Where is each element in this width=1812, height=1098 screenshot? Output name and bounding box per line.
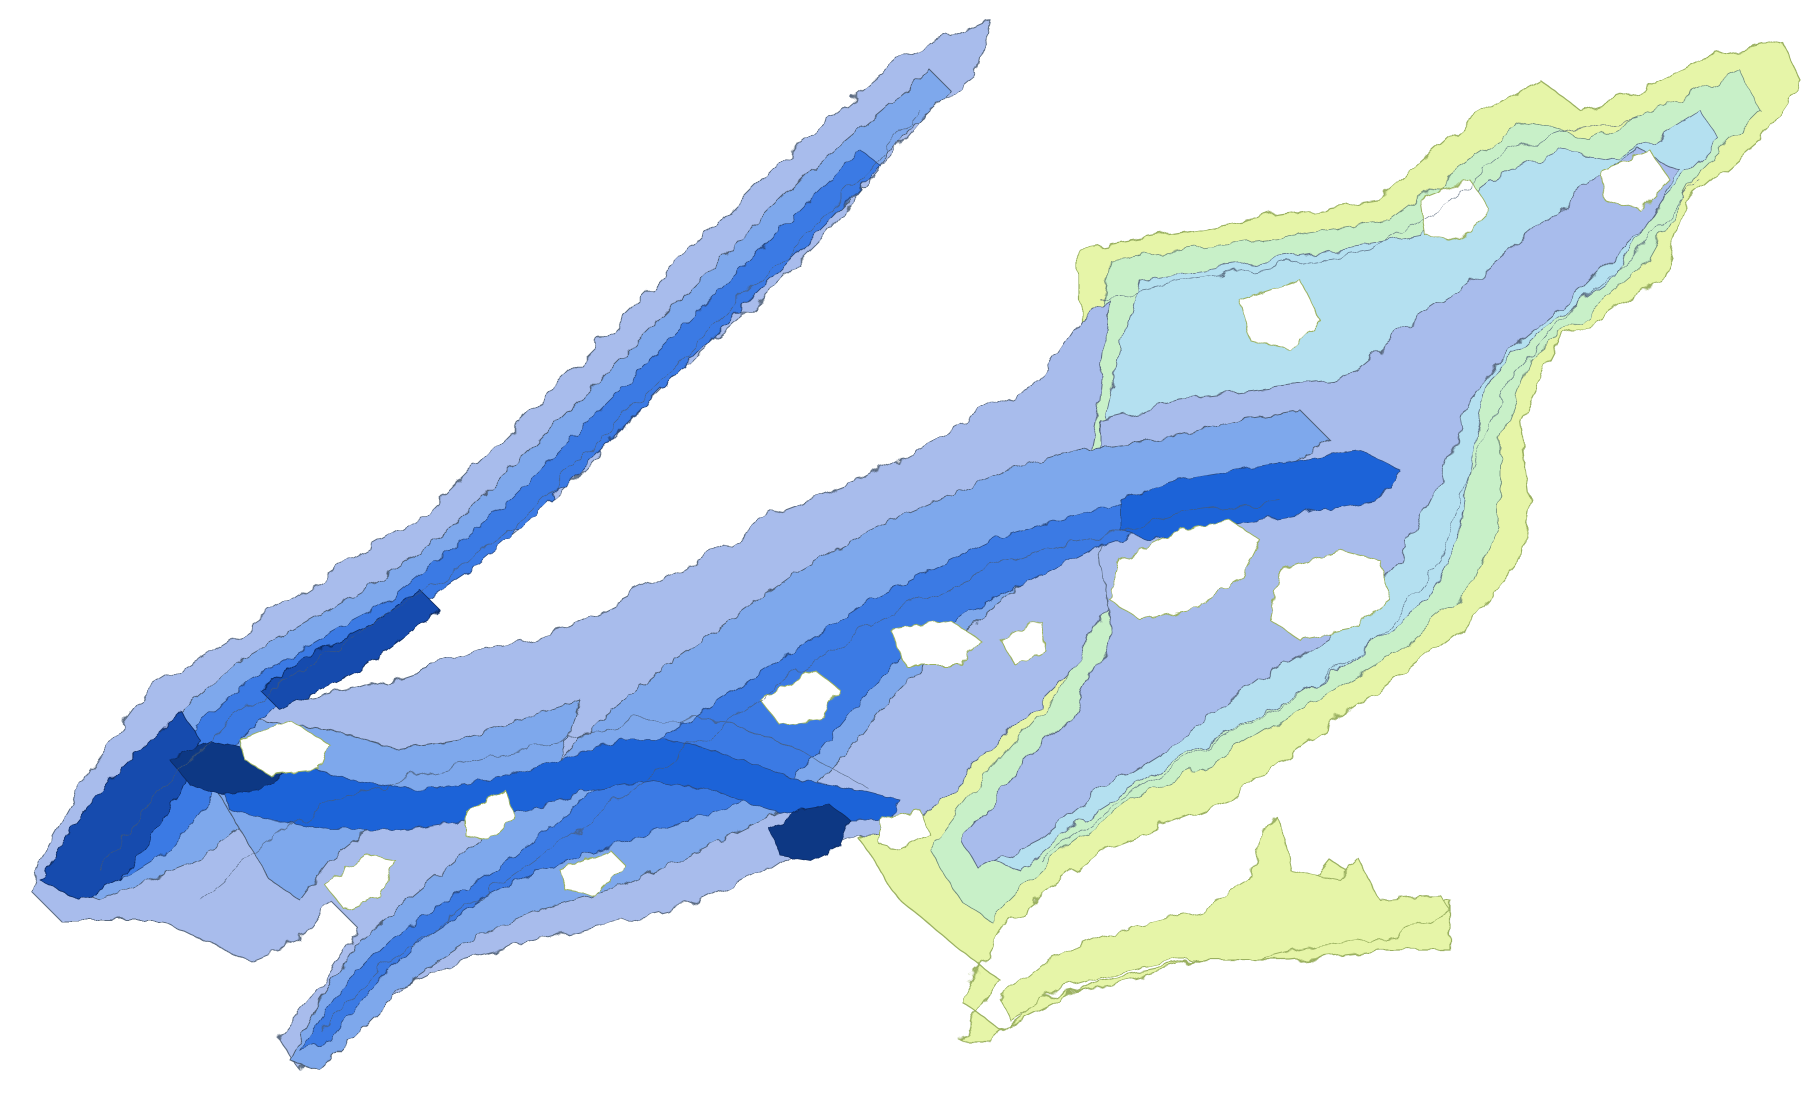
- island-layer: [239, 149, 1671, 911]
- contour-line-4: [1099, 119, 1641, 301]
- island-5: [759, 669, 841, 726]
- contour-lines: [99, 109, 1701, 1031]
- deepest-layer: [39, 589, 851, 901]
- deep-channel-east: [1119, 449, 1401, 541]
- contour-line-5: [199, 719, 871, 901]
- contour-line-1: [99, 109, 921, 871]
- island-3: [464, 789, 516, 841]
- island-10: [1269, 549, 1391, 641]
- deepest-spot-west-channel: [169, 739, 291, 796]
- island-1: [239, 719, 331, 776]
- island-11: [1419, 179, 1491, 241]
- island-12: [1599, 149, 1671, 211]
- contour-line-2: [319, 499, 1281, 1031]
- deepest-spot-southwest: [39, 709, 201, 901]
- deepest-spot-center: [769, 804, 851, 861]
- island-13: [879, 809, 931, 851]
- island-8: [1239, 279, 1321, 351]
- shallow-region-southeast-finger: [999, 819, 1451, 1021]
- island-6: [889, 619, 981, 666]
- deepest-spot-arm: [259, 589, 441, 711]
- island-7: [999, 619, 1046, 666]
- island-4: [559, 849, 626, 896]
- island-2: [324, 854, 396, 911]
- island-9: [1109, 519, 1261, 621]
- contour-line-3: [1039, 179, 1701, 861]
